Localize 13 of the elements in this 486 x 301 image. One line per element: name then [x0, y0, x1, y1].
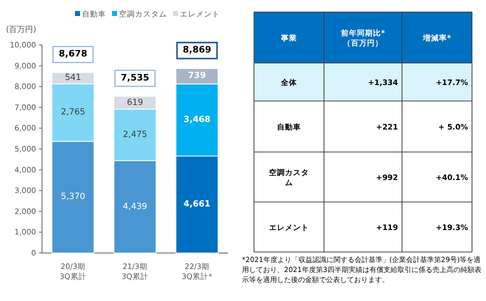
total-label: 8,678	[58, 50, 88, 60]
total-label: 7,535	[120, 73, 150, 84]
data-label: 4,439	[122, 202, 148, 212]
data-label: 619	[126, 98, 144, 108]
data-label: 541	[64, 73, 82, 84]
data-label: 3,468	[184, 114, 211, 125]
data-label: 2,765	[60, 108, 86, 118]
total-label: 8,869	[182, 46, 212, 56]
data-label: 2,475	[122, 130, 148, 140]
data-label: 5,370	[60, 192, 86, 202]
data-label: 739	[188, 71, 206, 82]
data-label: 4,661	[184, 200, 211, 210]
y-axis-title: (百万円)	[6, 25, 36, 34]
